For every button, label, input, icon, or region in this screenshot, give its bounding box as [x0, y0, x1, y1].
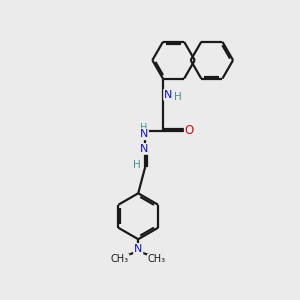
Text: N: N — [140, 129, 148, 139]
Text: H: H — [133, 160, 140, 170]
Text: N: N — [140, 144, 148, 154]
Text: N: N — [164, 90, 172, 100]
Text: CH₃: CH₃ — [147, 254, 166, 264]
Text: N: N — [134, 244, 142, 254]
Text: O: O — [185, 124, 194, 137]
Text: H: H — [174, 92, 182, 102]
Text: H: H — [140, 123, 148, 133]
Text: CH₃: CH₃ — [111, 254, 129, 264]
